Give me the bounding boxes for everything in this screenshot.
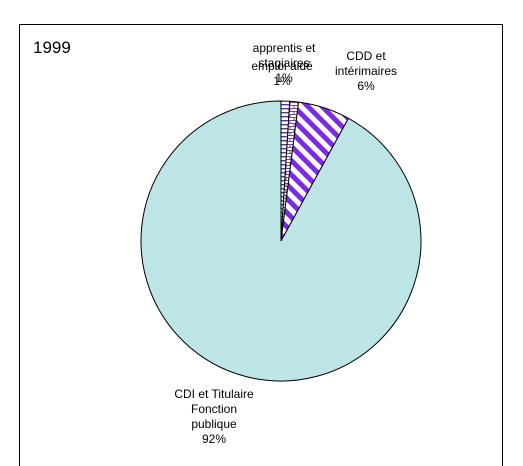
slice-label-line: 6% bbox=[357, 79, 375, 93]
slice-label-line: Fonction bbox=[191, 402, 237, 416]
slice-label-line: 1% bbox=[273, 74, 291, 88]
slice-label-line: apprentis et bbox=[253, 41, 316, 55]
slice-label-2: CDD et intérimaires 6% bbox=[335, 49, 397, 93]
slice-label-1: emploi aidé 1% bbox=[251, 59, 313, 88]
slice-label-line: emploi aidé bbox=[251, 59, 313, 73]
slice-label-line: 92% bbox=[202, 432, 226, 446]
slice-label-line: stagiaires bbox=[258, 56, 309, 70]
slice-label-line: 1% bbox=[275, 71, 293, 85]
slice-label-line: CDD et bbox=[346, 49, 386, 63]
chart-title: 1999 bbox=[33, 38, 71, 57]
slice-label-line: intérimaires bbox=[335, 64, 397, 78]
pie-slice-3 bbox=[140, 100, 422, 382]
slice-label-3: CDI et Titulaire Fonction publique 92% bbox=[174, 387, 254, 446]
slice-label-line: publique bbox=[191, 417, 237, 431]
slice-label-line: CDI et Titulaire bbox=[174, 387, 254, 401]
slice-label-0: apprentis et stagiaires 1% bbox=[253, 41, 316, 85]
